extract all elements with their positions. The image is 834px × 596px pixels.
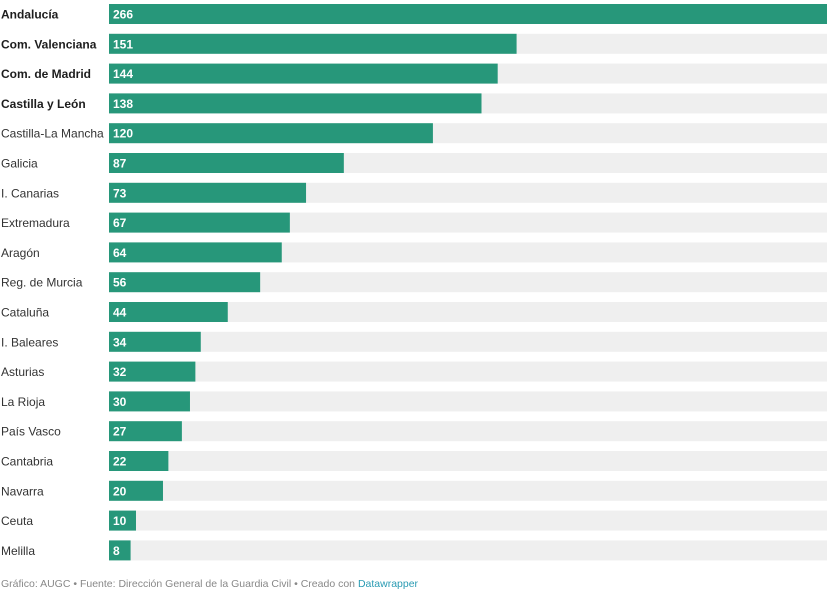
bar-row-castilla-y-leon: Castilla y León 138 — [1, 93, 827, 114]
category-label: I. Baleares — [1, 335, 58, 349]
bar-track — [109, 242, 827, 263]
bar-row-com-valenciana: Com. Valenciana 151 — [1, 33, 827, 54]
bar — [109, 302, 228, 322]
bar-row-i-baleares: I. Baleares 34 — [1, 331, 827, 352]
bar-row-andalucia: Andalucía 266 — [1, 4, 827, 24]
bar — [109, 480, 163, 501]
bar-row-aragon: Aragón 64 — [1, 242, 827, 263]
category-label: Castilla-La Mancha — [1, 127, 104, 141]
category-label: Asturias — [1, 365, 44, 379]
bar-row-melilla: Melilla 8 — [1, 540, 827, 561]
bar-chart: Andalucía 266 Com. Valenciana 151 Com. de Ma… — [1, 4, 827, 561]
category-label: País Vasco — [1, 425, 61, 439]
category-label: Extremadura — [1, 216, 70, 230]
bar-row-castilla-la-mancha: Castilla-La Mancha 120 — [1, 123, 827, 144]
value-label: 67 — [113, 216, 127, 230]
bar-row-la-rioja: La Rioja 30 — [1, 391, 827, 412]
bar-track — [109, 331, 827, 352]
value-label: 34 — [113, 335, 127, 349]
category-label: Cantabria — [1, 455, 53, 469]
category-label: I. Canarias — [1, 186, 59, 200]
bar — [109, 212, 290, 233]
bar-row-asturias: Asturias 32 — [1, 361, 827, 382]
bar — [109, 182, 307, 203]
value-label: 64 — [113, 246, 127, 260]
category-label: Com. Valenciana — [1, 37, 97, 51]
category-label: Com. de Madrid — [1, 67, 91, 81]
value-label: 27 — [113, 425, 127, 439]
category-label: Galicia — [1, 157, 38, 171]
bar — [109, 540, 131, 561]
bar-row-i-canarias: I. Canarias 73 — [1, 182, 827, 203]
bar — [109, 123, 433, 144]
value-label: 44 — [113, 306, 127, 320]
category-label: Andalucía — [1, 8, 59, 22]
category-label: La Rioja — [1, 395, 45, 409]
bar-row-reg-de-murcia: Reg. de Murcia 56 — [1, 272, 827, 293]
value-label: 30 — [113, 395, 127, 409]
category-label: Navarra — [1, 484, 44, 498]
value-label: 144 — [113, 67, 133, 81]
bar-row-galicia: Galicia 87 — [1, 153, 827, 173]
value-label: 73 — [113, 186, 127, 200]
bar-track — [109, 302, 827, 322]
value-label: 120 — [113, 127, 133, 141]
bar — [109, 93, 482, 114]
chart-footer: Gráfico: AUGC • Fuente: Dirección Genera… — [1, 578, 418, 590]
bar-track — [109, 510, 827, 531]
category-label: Reg. de Murcia — [1, 276, 83, 290]
bar-track — [109, 540, 827, 561]
bar-track — [109, 480, 827, 501]
bar-row-pais-vasco: País Vasco 27 — [1, 421, 827, 442]
bar-track — [109, 421, 827, 442]
bar-row-extremadura: Extremadura 67 — [1, 212, 827, 233]
value-label: 266 — [113, 8, 133, 22]
bar-row-com-de-madrid: Com. de Madrid 144 — [1, 63, 827, 84]
bar-row-navarra: Navarra 20 — [1, 480, 827, 501]
bar — [109, 451, 169, 471]
bar-row-ceuta: Ceuta 10 — [1, 510, 827, 531]
bar — [109, 421, 182, 442]
value-label: 87 — [113, 157, 127, 171]
value-label: 32 — [113, 365, 127, 379]
bar-track — [109, 361, 827, 382]
category-label: Aragón — [1, 246, 40, 260]
value-label: 22 — [113, 455, 127, 469]
value-label: 56 — [113, 276, 127, 290]
bar-row-cataluna: Cataluña 44 — [1, 302, 827, 322]
bar-row-cantabria: Cantabria 22 — [1, 451, 827, 471]
bar — [109, 391, 190, 412]
bar — [109, 4, 827, 24]
value-label: 151 — [113, 37, 133, 51]
bar-track — [109, 391, 827, 412]
bar — [109, 242, 282, 263]
bar — [109, 361, 196, 382]
bar — [109, 331, 201, 352]
footer-credits: Gráfico: AUGC • Fuente: Dirección Genera… — [1, 578, 358, 590]
bar — [109, 272, 261, 293]
bar — [109, 33, 517, 54]
category-label: Ceuta — [1, 514, 33, 528]
bar — [109, 63, 498, 84]
bar — [109, 510, 136, 531]
bar — [109, 153, 344, 173]
bar-track — [109, 272, 827, 293]
value-label: 8 — [113, 544, 120, 558]
value-label: 10 — [113, 514, 127, 528]
category-label: Melilla — [1, 544, 35, 558]
datawrapper-link[interactable]: Datawrapper — [357, 578, 419, 590]
value-label: 20 — [113, 484, 127, 498]
category-label: Castilla y León — [1, 97, 86, 111]
bar-track — [109, 451, 827, 471]
value-label: 138 — [113, 97, 133, 111]
category-label: Cataluña — [1, 306, 49, 320]
